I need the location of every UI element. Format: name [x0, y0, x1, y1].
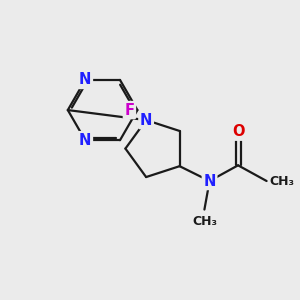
Text: N: N — [203, 173, 216, 188]
Text: O: O — [232, 124, 244, 139]
Text: CH₃: CH₃ — [192, 215, 217, 228]
Text: F: F — [124, 103, 134, 118]
Text: N: N — [140, 112, 152, 128]
Text: CH₃: CH₃ — [269, 175, 294, 188]
Text: N: N — [79, 133, 92, 148]
Text: N: N — [79, 72, 92, 87]
